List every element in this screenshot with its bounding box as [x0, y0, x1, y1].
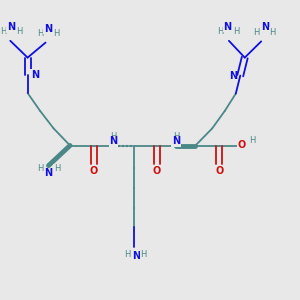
Text: H: H: [54, 164, 60, 173]
Text: O: O: [215, 166, 224, 176]
Text: O: O: [152, 166, 161, 176]
Text: O: O: [90, 166, 98, 176]
Text: N: N: [31, 70, 39, 80]
Text: N: N: [132, 250, 140, 261]
Text: N: N: [44, 168, 52, 178]
Text: H: H: [16, 27, 22, 36]
Text: H: H: [254, 28, 260, 37]
Text: N: N: [229, 70, 237, 81]
Text: O: O: [238, 140, 246, 151]
Text: N: N: [224, 22, 232, 32]
Text: N: N: [172, 136, 180, 146]
Text: H: H: [269, 28, 276, 37]
Text: H: H: [217, 27, 223, 36]
Text: N: N: [7, 22, 15, 32]
Text: H: H: [124, 250, 131, 259]
Text: H: H: [37, 29, 43, 38]
Text: H: H: [37, 164, 43, 173]
Text: H: H: [110, 132, 116, 141]
Text: H: H: [53, 29, 59, 38]
Text: N: N: [44, 24, 52, 34]
Text: H: H: [173, 132, 179, 141]
Text: H: H: [233, 27, 239, 36]
Text: H: H: [140, 250, 146, 259]
Text: N: N: [261, 22, 269, 32]
Text: N: N: [109, 136, 117, 146]
Text: H: H: [1, 27, 7, 36]
Text: H: H: [249, 136, 255, 145]
